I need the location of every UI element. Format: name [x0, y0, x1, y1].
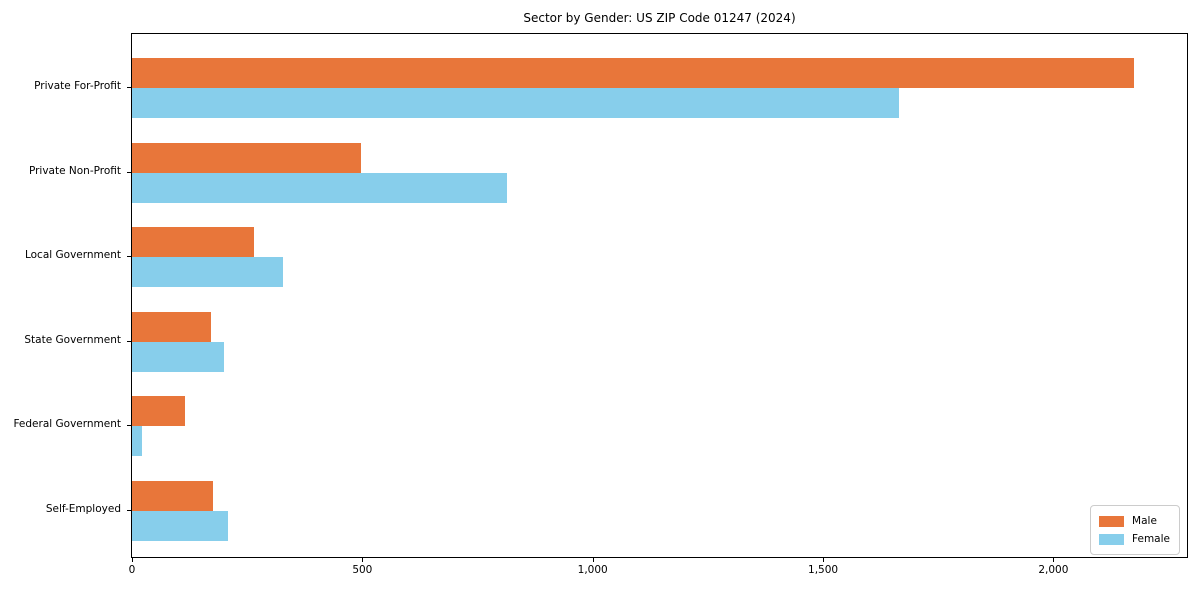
x-tick-mark — [592, 558, 594, 562]
x-tick-mark — [1053, 558, 1055, 562]
x-tick-label-1-500: 1,500 — [808, 564, 839, 576]
bar-male-private-non-profit — [132, 142, 361, 173]
legend-label-female: Female — [1132, 533, 1170, 545]
bar-male-federal-government — [132, 396, 185, 426]
y-tick-label-state-government: State Government — [24, 333, 121, 346]
x-tick-label-2-000: 2,000 — [1038, 564, 1069, 576]
bar-male-private-for-profit — [132, 58, 1135, 88]
x-tick-label-500: 500 — [352, 564, 373, 576]
y-tick-label-private-non-profit: Private Non-Profit — [28, 164, 121, 177]
bar-female-self-employed — [132, 510, 228, 541]
y-tick-mark — [127, 425, 131, 426]
bar-female-private-for-profit — [132, 88, 899, 118]
x-tick-mark — [132, 558, 133, 562]
legend-swatch-female — [1099, 533, 1125, 545]
y-tick-label-local-government: Local Government — [24, 249, 121, 261]
legend-swatch-male — [1099, 515, 1125, 527]
bar-male-state-government — [132, 311, 211, 342]
y-tick-label-federal-government: Federal Government — [13, 418, 121, 430]
y-tick-mark — [127, 340, 131, 342]
legend-item-female: Female — [1099, 530, 1170, 548]
y-tick-label-private-for-profit: Private For-Profit — [34, 80, 121, 92]
bar-female-federal-government — [132, 426, 143, 456]
legend: Male Female — [1090, 505, 1180, 555]
x-tick-label-1-000: 1,000 — [577, 564, 608, 576]
legend-item-male: Male — [1099, 512, 1170, 530]
y-tick-mark — [127, 509, 131, 511]
x-tick-label-0: 0 — [128, 564, 136, 576]
y-tick-mark — [127, 256, 131, 257]
bar-female-local-government — [132, 257, 283, 287]
bar-male-local-government — [132, 227, 254, 257]
plot-area: Male Female — [131, 33, 1188, 558]
y-tick-mark — [127, 87, 131, 88]
x-tick-mark — [823, 558, 825, 562]
legend-label-male: Male — [1132, 515, 1157, 527]
bar-female-private-non-profit — [132, 172, 507, 203]
y-tick-mark — [127, 171, 131, 173]
bar-female-state-government — [132, 341, 225, 372]
bar-male-self-employed — [132, 480, 213, 511]
chart-title: Sector by Gender: US ZIP Code 01247 (202… — [523, 11, 796, 25]
y-tick-label-self-employed: Self-Employed — [45, 502, 121, 515]
x-tick-mark — [362, 558, 364, 562]
